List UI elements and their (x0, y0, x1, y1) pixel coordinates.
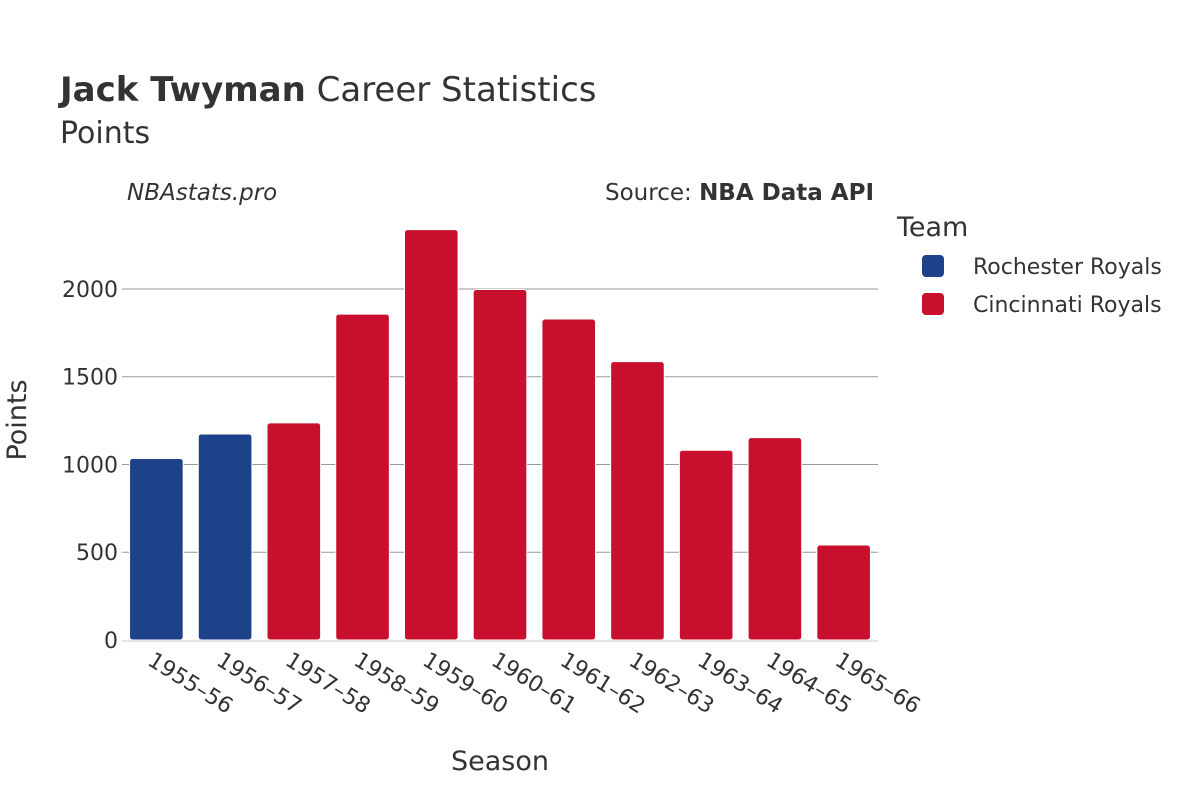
chart-title-player: Jack Twyman (58, 70, 306, 110)
y-tick-labels: 0 500 1000 1500 2000 (62, 278, 118, 654)
bar-1957–58[interactable] (266, 422, 322, 641)
bar-1964–65[interactable] (747, 437, 803, 641)
y-tick-label: 2000 (62, 278, 118, 303)
legend-item-label[interactable]: Cincinnati Royals (973, 293, 1162, 318)
x-axis-title: Season (451, 746, 549, 777)
y-tick-label: 1500 (62, 366, 118, 391)
legend: Team Rochester Royals Cincinnati Royals (896, 212, 1162, 318)
source-value: NBA Data API (699, 180, 874, 206)
bars (129, 229, 871, 641)
source-text: Source: NBA Data API (605, 180, 874, 206)
x-tick-labels: 1955–561956–571957–581958–591959–601960–… (143, 648, 924, 720)
legend-item-label[interactable]: Rochester Royals (973, 255, 1162, 280)
bar-1958–59[interactable] (335, 313, 390, 641)
y-tick-label: 0 (104, 629, 118, 654)
chart-title: Jack Twyman Career Statistics (58, 70, 596, 110)
bar-1960–61[interactable] (472, 289, 528, 641)
legend-swatch (922, 255, 944, 277)
legend-title: Team (896, 212, 968, 243)
bar-1965–66[interactable] (816, 544, 871, 641)
bar-1961–62[interactable] (541, 318, 597, 641)
y-axis-title: Points (2, 379, 33, 460)
source-label: Source: (605, 180, 699, 206)
watermark-text: NBAstats.pro (127, 180, 277, 206)
bar-1959–60[interactable] (403, 229, 459, 641)
y-tick-label: 500 (76, 541, 118, 566)
bar-1962–63[interactable] (610, 361, 665, 641)
bar-1963–64[interactable] (678, 449, 734, 641)
bar-1956–57[interactable] (197, 433, 253, 641)
legend-items: Rochester Royals Cincinnati Royals (922, 255, 1162, 318)
chart-subtitle: Points (60, 116, 150, 151)
legend-swatch (922, 293, 944, 315)
chart-title-rest: Career Statistics (306, 70, 597, 110)
bar-1955–56[interactable] (129, 458, 184, 641)
y-tick-label: 1000 (62, 453, 118, 478)
